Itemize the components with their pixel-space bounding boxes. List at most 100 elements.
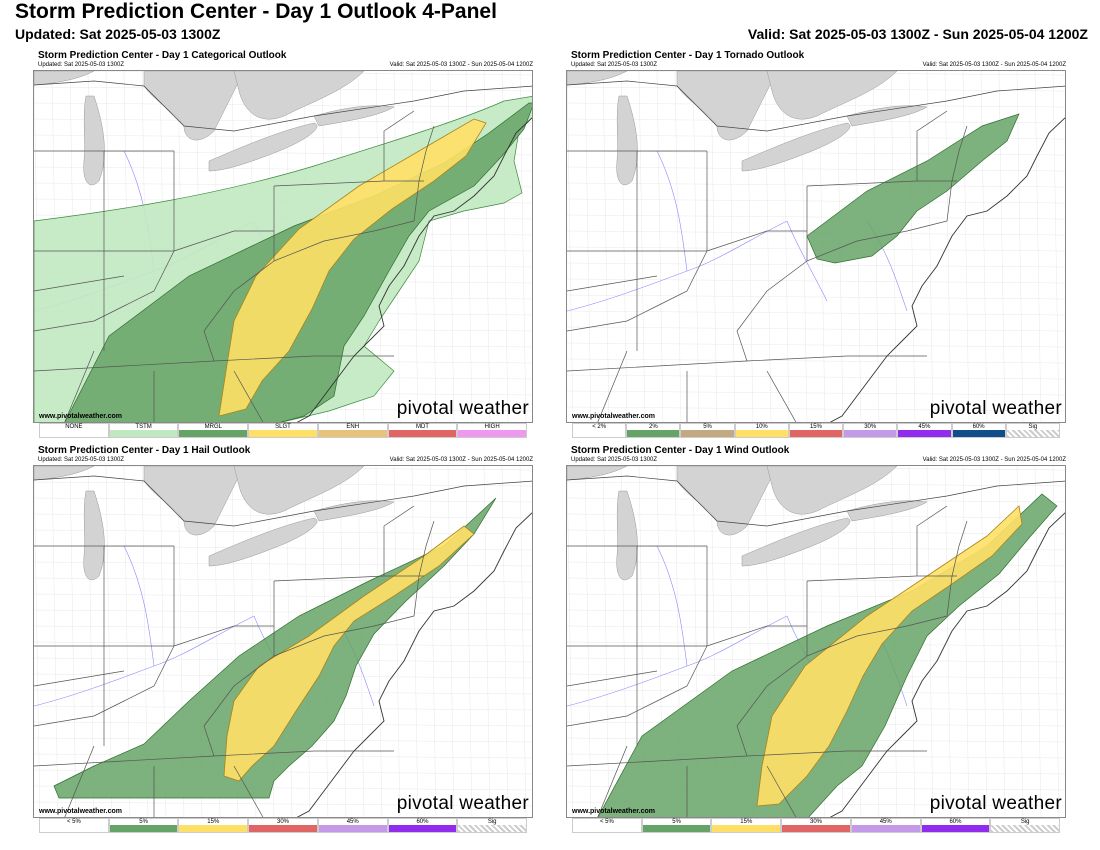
legend-label: 45% [879,819,892,825]
county-line [567,294,1065,300]
legend-label: SLGT [275,424,291,430]
legend-swatch [642,825,711,832]
state-border [567,250,708,332]
county-line [429,466,437,817]
county-line [710,71,718,422]
outlook-map[interactable]: www.pivotalweather.com pivotal weather [33,70,533,423]
county-line [944,466,952,817]
lake [313,105,395,127]
legend-label: 15% [809,424,822,430]
legend-item: 15% [711,818,782,833]
hail-map-svg [34,466,532,817]
lake [846,500,928,522]
lake [741,517,851,567]
state-border [597,745,628,817]
legend-label: 30% [810,819,823,825]
county-line [962,466,970,817]
legend-item: Sig [1005,423,1060,438]
legend-item: 30% [781,818,851,833]
lake [676,466,778,536]
panel-valid: Valid: Sat 2025-05-03 1300Z - Sun 2025-0… [922,62,1066,68]
slgt-area [218,118,487,417]
county-line [567,374,1065,380]
state-border [916,110,948,181]
wind-map-svg [567,466,1065,817]
county-line [567,625,1065,631]
legend-swatch [681,430,734,437]
legend-item: HIGH [457,423,528,438]
legend-label: 5% [703,424,712,430]
county-line [34,466,41,817]
lake [616,95,638,186]
county-line [567,310,1065,316]
panel-valid: Valid: Sat 2025-05-03 1300Z - Sun 2025-0… [389,62,533,68]
state-border [34,645,175,727]
county-line [800,71,808,422]
outlook-map[interactable]: www.pivotalweather.com pivotal weather [566,70,1066,423]
outlook-map[interactable]: www.pivotalweather.com pivotal weather [33,465,533,818]
state-border [203,655,275,757]
state-border [736,655,808,757]
state-border [567,645,708,727]
legend-item: 10% [734,423,789,438]
state-border [34,670,125,687]
legend-item: MRGL [178,423,249,438]
state-border [567,275,658,292]
hail-panel: Storm Prediction Center - Day 1 Hail Out… [33,445,533,835]
legend-label: 60% [949,819,962,825]
lake [233,71,365,120]
river [656,545,688,667]
site-url[interactable]: www.pivotalweather.com [572,413,655,420]
state-border [597,350,628,422]
legend-item: Sig [457,818,528,833]
county-line [375,466,383,817]
river [567,615,788,707]
county-line [34,513,532,519]
county-line [567,182,1065,188]
state-border [323,220,415,242]
tornado-panel: Storm Prediction Center - Day 1 Tornado … [566,50,1066,440]
legend-label: NONE [65,424,83,430]
county-line [1034,71,1042,422]
site-url[interactable]: www.pivotalweather.com [572,808,655,815]
panel-valid: Valid: Sat 2025-05-03 1300Z - Sun 2025-0… [389,457,533,463]
legend-bar: < 5% 5% 15% 30% 45% 60% Sig [572,818,1061,833]
state-border [856,220,948,242]
county-line [782,71,790,422]
outlook-map[interactable]: www.pivotalweather.com pivotal weather [566,465,1066,818]
county-line [483,466,491,817]
legend-item: NONE [39,423,109,438]
county-line [567,513,1065,519]
legend-swatch [627,430,680,437]
legend-bar: NONE TSTM MRGL SLGT ENH MDT HIGH [39,423,528,438]
panel-title: Storm Prediction Center - Day 1 Wind Out… [571,445,790,456]
county-line [411,466,419,817]
international-border [34,475,532,527]
main-title: Storm Prediction Center - Day 1 Outlook … [15,0,497,23]
county-line [567,342,1065,348]
legend-swatch [844,430,897,437]
state-border [273,581,325,657]
legend-label: Sig [487,819,497,825]
county-line [926,71,934,422]
county-line [567,390,1065,396]
state-border [34,250,175,332]
state-border [766,370,797,422]
county-line [998,466,1006,817]
site-url[interactable]: www.pivotalweather.com [39,413,122,420]
legend-swatch [898,430,951,437]
county-line [34,609,532,615]
county-line [465,466,473,817]
brand-logo: pivotal weather [929,398,1062,419]
county-line [519,466,527,817]
site-url[interactable]: www.pivotalweather.com [39,808,122,815]
state-border [706,230,807,252]
lake [233,466,365,515]
legend-label: MDT [415,424,429,430]
legend-label: 15% [207,819,220,825]
county-line [638,71,646,422]
brand-logo: pivotal weather [396,398,529,419]
county-line [34,561,532,567]
legend-label: 30% [864,424,877,430]
state-border [856,615,948,637]
